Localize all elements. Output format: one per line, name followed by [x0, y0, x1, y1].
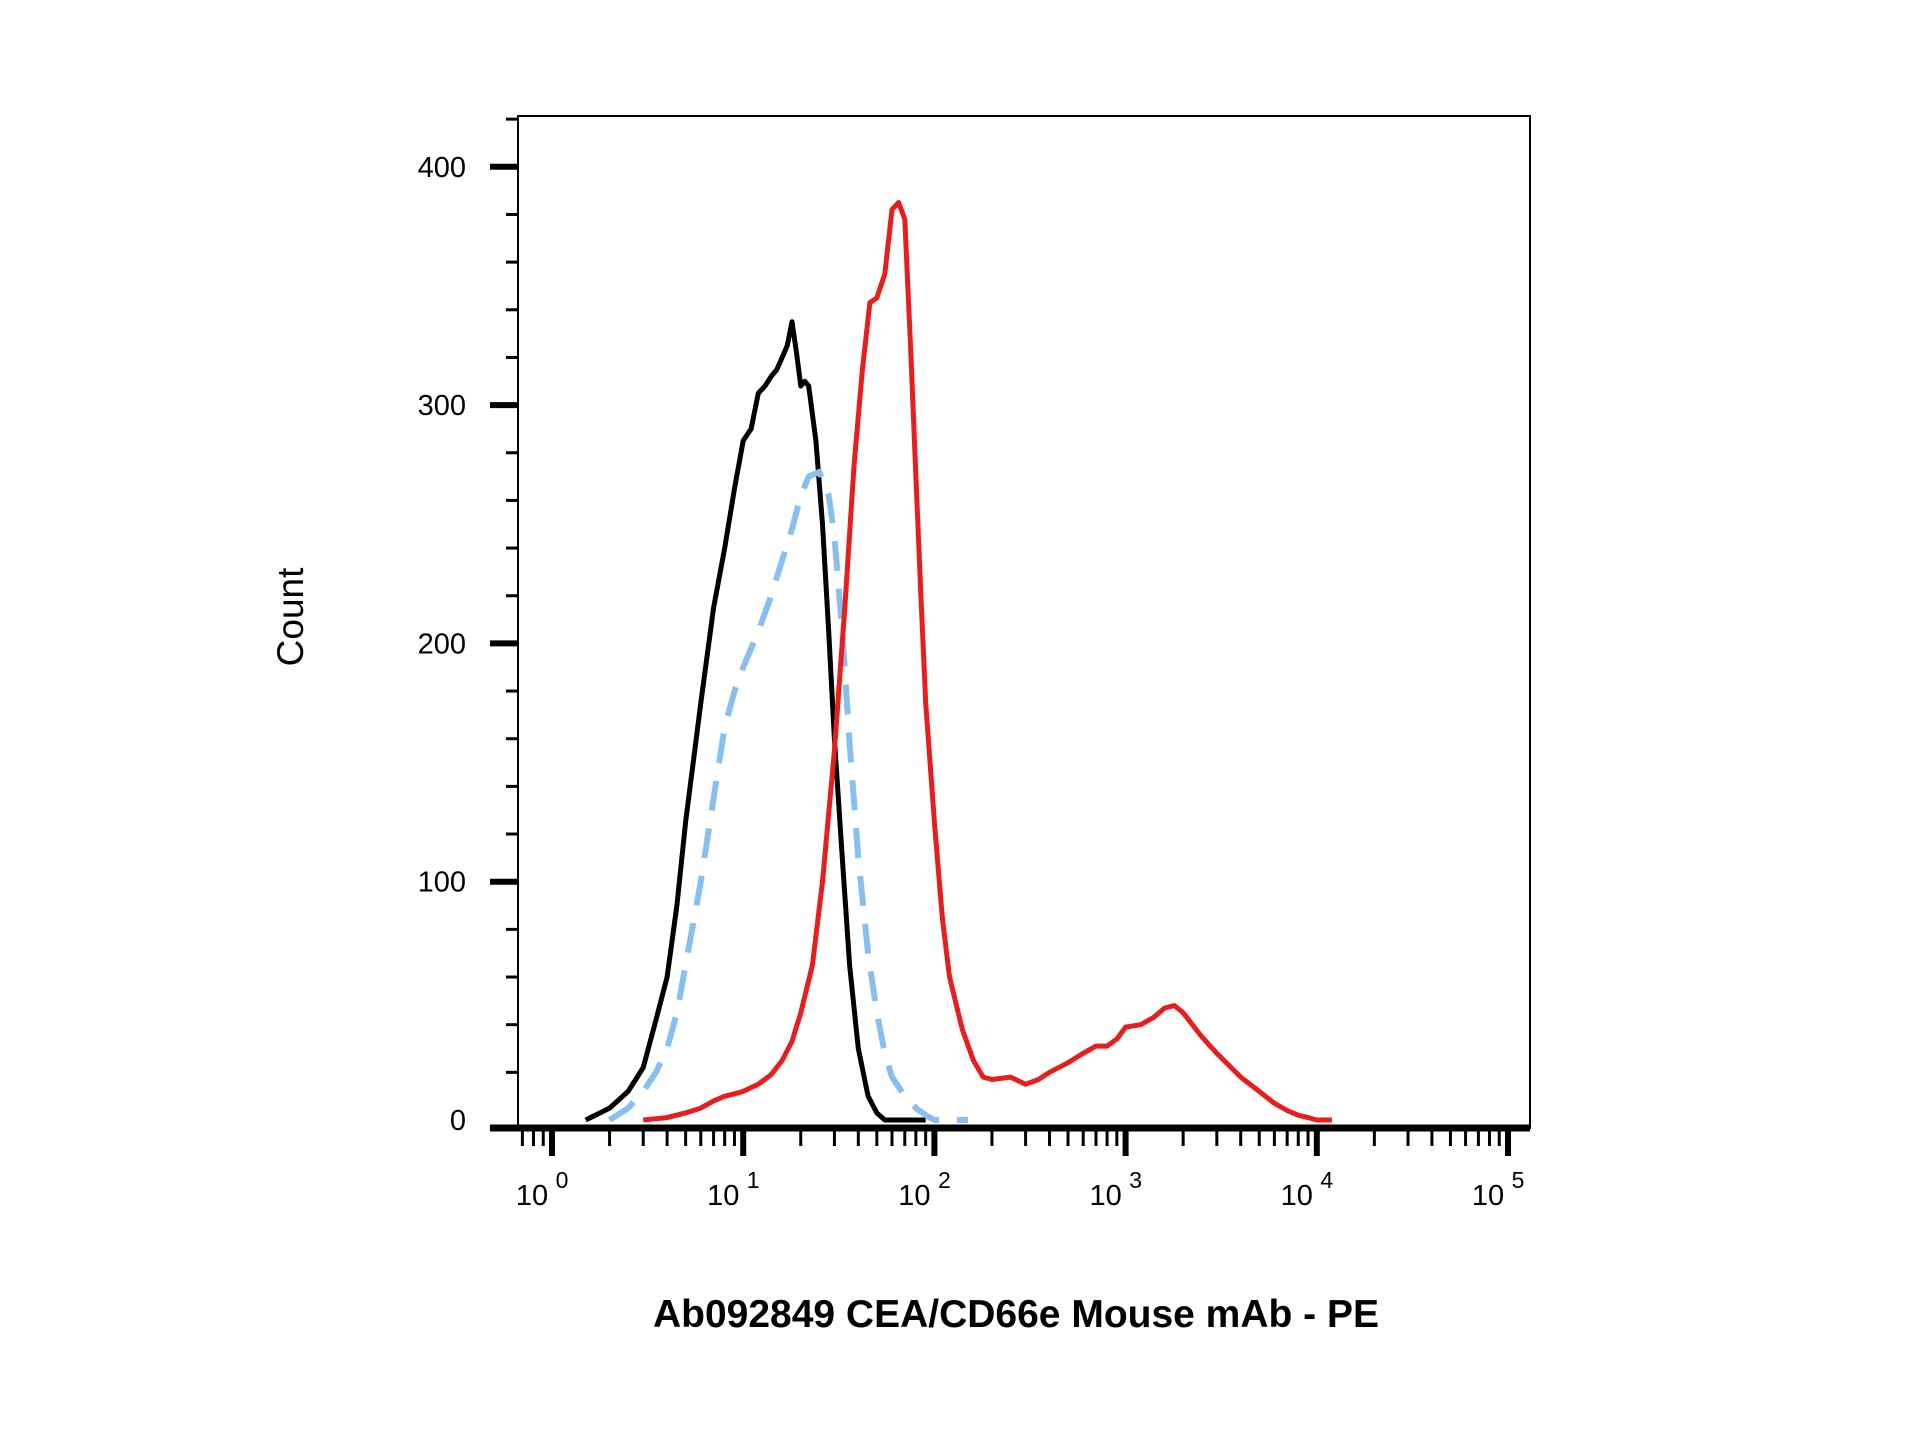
x-tick-label: 10 [898, 1180, 930, 1212]
x-axis: 10 0 10 1 10 2 10 3 10 4 10 5 [516, 1128, 1525, 1212]
y-tick-label: 200 [418, 628, 466, 660]
y-axis: 0 100 200 300 400 [418, 117, 518, 1137]
y-tick-label: 100 [418, 867, 466, 899]
x-tick-exponent: 4 [1320, 1167, 1333, 1193]
x-tick-label: 10 [1281, 1180, 1313, 1212]
x-tick-exponent: 0 [556, 1167, 569, 1193]
y-axis-title: Count [270, 567, 311, 666]
x-tick-label: 10 [516, 1180, 548, 1212]
x-tick-exponent: 2 [938, 1167, 951, 1193]
series-line-1 [584, 319, 926, 1123]
x-axis-title: Ab092849 CEA/CD66e Mouse mAb - PE [653, 1293, 1379, 1336]
y-tick-label: 0 [450, 1105, 466, 1137]
x-tick-label: 10 [1472, 1180, 1504, 1212]
x-tick-label: 10 [1089, 1180, 1121, 1212]
y-tick-label: 400 [418, 152, 466, 184]
plot-frame [517, 115, 1531, 1129]
x-tick-label: 10 [707, 1180, 739, 1212]
x-tick-exponent: 5 [1512, 1167, 1525, 1193]
series-line-3 [642, 200, 1332, 1123]
y-tick-label: 300 [418, 390, 466, 422]
series-line-2 [607, 468, 969, 1123]
series-layer [584, 200, 1332, 1123]
x-tick-exponent: 1 [747, 1167, 760, 1193]
x-tick-exponent: 3 [1129, 1167, 1142, 1193]
